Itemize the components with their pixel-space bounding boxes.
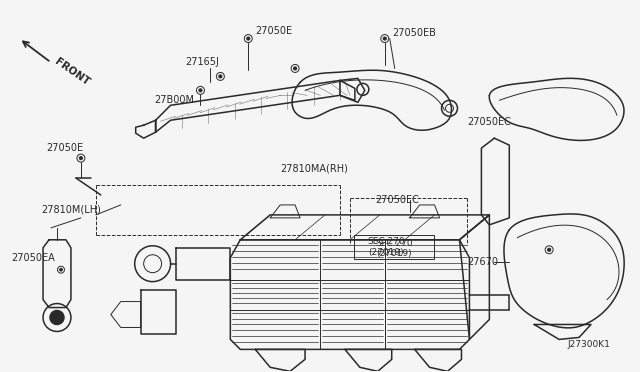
Text: (27019): (27019) — [376, 249, 412, 258]
Polygon shape — [340, 78, 365, 102]
Circle shape — [294, 67, 297, 70]
Text: 27670: 27670 — [467, 257, 499, 267]
Circle shape — [79, 157, 83, 160]
Text: 27810MA(RH): 27810MA(RH) — [280, 163, 348, 173]
Text: 27B00M: 27B00M — [155, 95, 195, 105]
Text: 27050E: 27050E — [46, 143, 83, 153]
Text: 27810M(LH): 27810M(LH) — [41, 205, 101, 215]
FancyBboxPatch shape — [354, 235, 433, 259]
Circle shape — [246, 37, 250, 40]
Text: 27050EB: 27050EB — [393, 28, 436, 38]
Polygon shape — [111, 302, 141, 327]
Polygon shape — [240, 215, 490, 240]
Text: 27050EA: 27050EA — [11, 253, 55, 263]
Text: 27050EC: 27050EC — [467, 117, 511, 127]
Text: 27050E: 27050E — [255, 26, 292, 36]
Text: 27050EC: 27050EC — [375, 195, 419, 205]
Polygon shape — [415, 349, 461, 371]
Circle shape — [60, 268, 62, 271]
Polygon shape — [270, 205, 300, 218]
Circle shape — [383, 37, 387, 40]
Polygon shape — [136, 120, 156, 138]
Text: SEC.270: SEC.270 — [368, 237, 406, 246]
Circle shape — [50, 311, 64, 324]
Polygon shape — [175, 248, 230, 280]
Polygon shape — [43, 240, 71, 308]
Polygon shape — [460, 215, 490, 339]
Polygon shape — [141, 290, 175, 334]
Circle shape — [219, 75, 222, 78]
Text: J27300K1: J27300K1 — [567, 340, 610, 349]
Text: (27019): (27019) — [368, 248, 403, 257]
Polygon shape — [345, 349, 392, 371]
Circle shape — [548, 248, 551, 251]
Text: 27165J: 27165J — [186, 57, 220, 67]
Circle shape — [199, 89, 202, 92]
Polygon shape — [255, 349, 305, 371]
Polygon shape — [481, 138, 509, 225]
Polygon shape — [156, 80, 355, 132]
Polygon shape — [534, 324, 591, 339]
Text: FRONT: FRONT — [53, 57, 92, 88]
Polygon shape — [410, 205, 440, 218]
Text: SEC.270: SEC.270 — [375, 239, 413, 248]
Polygon shape — [230, 240, 469, 349]
